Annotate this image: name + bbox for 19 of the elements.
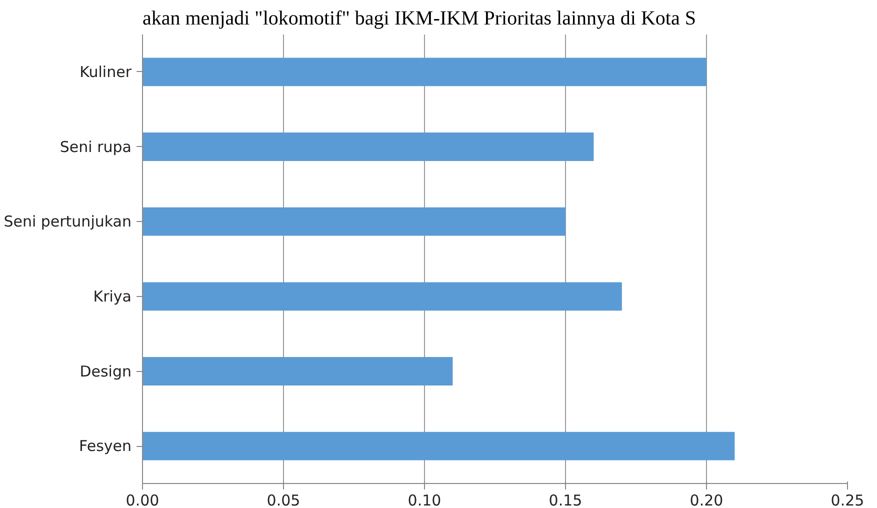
x-tick-label: 0.00 xyxy=(126,492,160,508)
bar xyxy=(142,58,706,86)
bar xyxy=(142,357,453,386)
x-tick-label: 0.15 xyxy=(548,492,582,508)
x-tick-label: 0.10 xyxy=(408,492,442,508)
bar xyxy=(142,282,622,311)
y-tick-label: Seni rupa xyxy=(60,138,132,156)
y-tick-label: Design xyxy=(80,362,132,380)
y-tick-label: Fesyen xyxy=(79,437,132,456)
bar xyxy=(142,432,735,460)
y-tick-label: Kriya xyxy=(93,287,132,306)
bar xyxy=(142,207,566,236)
bar xyxy=(142,132,594,161)
y-tick-label: Seni pertunjukan xyxy=(4,212,132,231)
y-tick-label: Kuliner xyxy=(80,62,132,81)
text: akan menjadi "lokomotif" bagi IKM-IKM Prioritas lainnya di Kota S xyxy=(142,8,696,30)
x-tick-label: 0.25 xyxy=(830,492,864,508)
x-tick-label: 0.20 xyxy=(690,492,724,508)
x-tick-label: 0.05 xyxy=(266,492,300,508)
